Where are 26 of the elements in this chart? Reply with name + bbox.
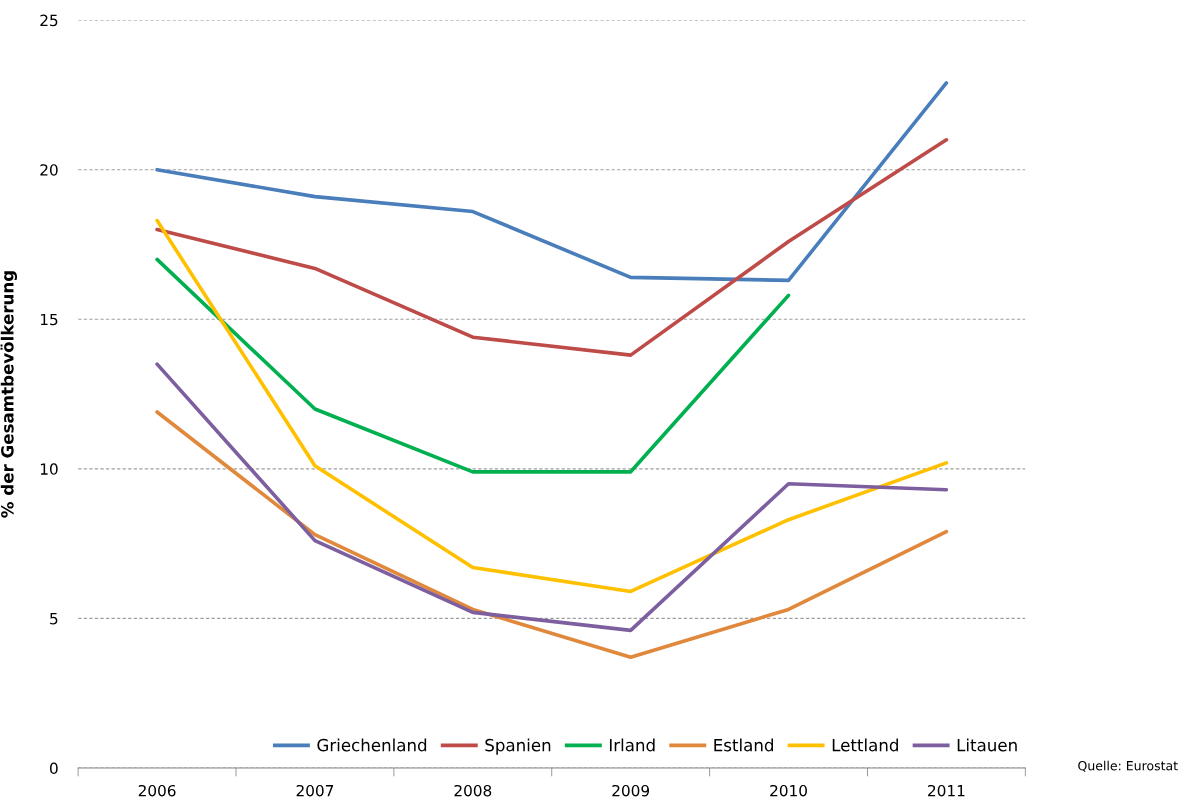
x-tick-label: 2007 (296, 784, 334, 797)
x-tick-label: 2009 (612, 784, 650, 797)
legend-label: Griechenland (317, 738, 427, 752)
line-series (155, 362, 949, 633)
y-tick-label: 0 (49, 762, 58, 774)
line-series (155, 410, 949, 660)
y-axis-title: % der Gesamtbevölkerung (0, 271, 18, 518)
x-tick-label: 2011 (928, 784, 965, 797)
source-note: Quelle: Eurostat (1078, 760, 1178, 772)
y-tick-label: 20 (40, 164, 58, 176)
line-series (155, 218, 949, 594)
legend-label: Spanien (485, 738, 551, 755)
y-tick-label: 25 (40, 14, 58, 27)
line-series (155, 257, 791, 474)
legend-label: Estland (714, 738, 773, 752)
y-tick-label: 10 (40, 463, 58, 475)
line-series (155, 81, 949, 283)
legend-label: Irland (609, 738, 655, 752)
legend-label: Litauen (957, 738, 1017, 752)
y-tick-label: 15 (40, 313, 58, 326)
x-tick-label: 2008 (454, 784, 492, 797)
y-tick-label: 5 (50, 613, 58, 625)
legend-label: Lettland (832, 738, 898, 752)
x-tick-label: 2006 (138, 784, 176, 797)
line-series (155, 137, 949, 357)
x-tick-label: 2010 (770, 784, 807, 797)
